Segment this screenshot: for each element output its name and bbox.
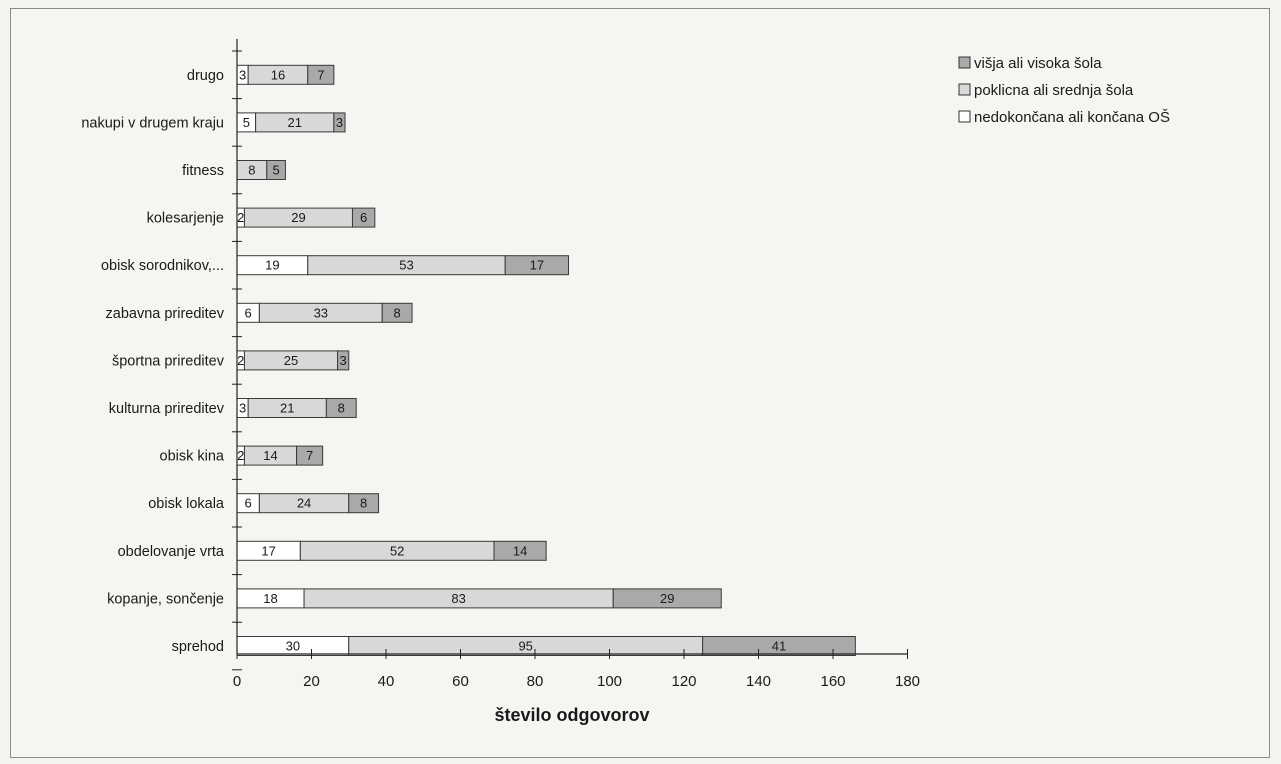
x-tick-label: 40 bbox=[378, 673, 395, 690]
data-label-zabavna-prireditev-nedokoncana-ali-koncana-os: 6 bbox=[245, 305, 252, 320]
data-label-obisk-lokala-nedokoncana-ali-koncana-os: 6 bbox=[245, 496, 252, 511]
data-label-kopanje-soncenje-visja-ali-visoka-sola: 29 bbox=[660, 591, 674, 606]
data-label-zabavna-prireditev-visja-ali-visoka-sola: 8 bbox=[394, 305, 401, 320]
data-label-kolesarjenje-nedokoncana-ali-koncana-os: 2 bbox=[237, 210, 244, 225]
bar-kulturna-prireditev-visja-ali-visoka-sola bbox=[325, 398, 357, 418]
data-label-obisk-lokala-poklicna-ali-srednja-sola: 24 bbox=[297, 496, 311, 511]
category-label-kulturna-prireditev: kulturna prireditev bbox=[109, 401, 225, 417]
data-label-drugo-visja-ali-visoka-sola: 7 bbox=[317, 67, 324, 82]
data-label-fitness-visja-ali-visoka-sola: 5 bbox=[272, 163, 279, 178]
category-label-kolesarjenje: kolesarjenje bbox=[147, 211, 224, 227]
data-label-kopanje-soncenje-nedokoncana-ali-koncana-os: 18 bbox=[263, 591, 277, 606]
data-label-sportna-prireditev-poklicna-ali-srednja-sola: 25 bbox=[284, 353, 298, 368]
x-tick-label: 180 bbox=[895, 673, 920, 690]
data-label-fitness-poklicna-ali-srednja-sola: 8 bbox=[248, 163, 255, 178]
data-label-sportna-prireditev-nedokoncana-ali-koncana-os: 2 bbox=[237, 353, 244, 368]
x-tick-label: 100 bbox=[597, 673, 622, 690]
data-label-drugo-poklicna-ali-srednja-sola: 16 bbox=[271, 67, 285, 82]
data-label-obisk-kina-nedokoncana-ali-koncana-os: 2 bbox=[237, 448, 244, 463]
data-label-obisk-kina-visja-ali-visoka-sola: 7 bbox=[306, 448, 313, 463]
bars-layer bbox=[236, 64, 856, 656]
legend-label-poklicna-ali-srednja-sola: poklicna ali srednja šola bbox=[974, 82, 1134, 99]
data-label-obisk-sorodnikov-nedokoncana-ali-koncana-os: 19 bbox=[265, 258, 279, 273]
bar-obdelovanje-vrta-visja-ali-visoka-sola bbox=[493, 540, 547, 561]
x-tick-label: 80 bbox=[527, 673, 544, 690]
labels-layer: 3 16 7 drugo 5 21 3 nakupi v drugem kraju 8 5 fitn… bbox=[81, 67, 920, 690]
x-tick-label: 20 bbox=[303, 673, 320, 690]
x-tick-label: 140 bbox=[746, 673, 771, 690]
category-label-sportna-prireditev: športna prireditev bbox=[112, 353, 225, 369]
axis-layer bbox=[232, 39, 908, 671]
bar-sportna-prireditev-visja-ali-visoka-sola bbox=[337, 350, 350, 371]
data-label-kopanje-soncenje-poklicna-ali-srednja-sola: 83 bbox=[451, 591, 465, 606]
category-label-sprehod: sprehod bbox=[172, 639, 224, 655]
legend-swatch-poklicna-ali-srednja-sola bbox=[958, 83, 971, 96]
data-label-obdelovanje-vrta-poklicna-ali-srednja-sola: 52 bbox=[390, 543, 404, 558]
category-label-zabavna-prireditev: zabavna prireditev bbox=[106, 306, 225, 322]
category-label-kopanje-soncenje: kopanje, sončenje bbox=[107, 591, 224, 607]
data-label-sprehod-nedokoncana-ali-koncana-os: 30 bbox=[286, 639, 300, 654]
stacked-bar-chart: 3 16 7 drugo 5 21 3 nakupi v drugem kraju 8 5 fitn… bbox=[81, 39, 1170, 725]
data-label-sportna-prireditev-visja-ali-visoka-sola: 3 bbox=[340, 353, 347, 368]
data-label-obisk-sorodnikov-visja-ali-visoka-sola: 17 bbox=[530, 258, 544, 273]
category-label-fitness: fitness bbox=[182, 163, 224, 179]
x-tick-label: 0 bbox=[233, 673, 241, 690]
category-label-obisk-kina: obisk kina bbox=[160, 449, 225, 465]
data-label-sprehod-visja-ali-visoka-sola: 41 bbox=[772, 639, 786, 654]
bar-sprehod-visja-ali-visoka-sola bbox=[702, 636, 856, 656]
data-label-sprehod-poklicna-ali-srednja-sola: 95 bbox=[518, 639, 532, 654]
data-label-obisk-lokala-visja-ali-visoka-sola: 8 bbox=[360, 496, 367, 511]
data-label-kolesarjenje-poklicna-ali-srednja-sola: 29 bbox=[291, 210, 305, 225]
bar-drugo-visja-ali-visoka-sola bbox=[307, 64, 335, 85]
category-label-obisk-sorodnikov: obisk sorodnikov,... bbox=[101, 258, 224, 274]
data-label-nakupi-v-drugem-kraju-nedokoncana-ali-koncana-os: 5 bbox=[243, 115, 250, 130]
data-label-kulturna-prireditev-poklicna-ali-srednja-sola: 21 bbox=[280, 401, 294, 416]
data-label-nakupi-v-drugem-kraju-visja-ali-visoka-sola: 3 bbox=[336, 115, 343, 130]
legend: višja ali visoka šola poklicna ali srednj… bbox=[958, 55, 1170, 126]
category-label-nakupi-v-drugem-kraju: nakupi v drugem kraju bbox=[81, 115, 224, 131]
x-tick-label: 160 bbox=[820, 673, 845, 690]
data-label-obisk-sorodnikov-poklicna-ali-srednja-sola: 53 bbox=[399, 258, 413, 273]
category-label-obdelovanje-vrta: obdelovanje vrta bbox=[118, 544, 225, 560]
data-label-kulturna-prireditev-nedokoncana-ali-koncana-os: 3 bbox=[239, 401, 246, 416]
data-label-nakupi-v-drugem-kraju-poklicna-ali-srednja-sola: 21 bbox=[288, 115, 302, 130]
bar-obisk-kina-visja-ali-visoka-sola bbox=[296, 445, 324, 466]
category-label-drugo: drugo bbox=[187, 68, 224, 84]
data-label-kulturna-prireditev-visja-ali-visoka-sola: 8 bbox=[338, 401, 345, 416]
legend-label-nedokoncana-ali-koncana-os: nedokončana ali končana OŠ bbox=[974, 109, 1170, 126]
data-label-zabavna-prireditev-poklicna-ali-srednja-sola: 33 bbox=[314, 305, 328, 320]
legend-label-visja-ali-visoka-sola: višja ali visoka šola bbox=[974, 55, 1102, 72]
chart-frame: 3 16 7 drugo 5 21 3 nakupi v drugem kraju 8 5 fitn… bbox=[10, 8, 1270, 758]
x-tick-label: 60 bbox=[452, 673, 469, 690]
legend-swatch-visja-ali-visoka-sola bbox=[958, 56, 971, 69]
data-label-drugo-nedokoncana-ali-koncana-os: 3 bbox=[239, 67, 246, 82]
bar-fitness-visja-ali-visoka-sola bbox=[266, 160, 286, 180]
data-label-obdelovanje-vrta-nedokoncana-ali-koncana-os: 17 bbox=[261, 543, 275, 558]
data-label-obisk-kina-poklicna-ali-srednja-sola: 14 bbox=[263, 448, 277, 463]
x-tick-label: 120 bbox=[671, 673, 696, 690]
bar-obisk-sorodnikov-visja-ali-visoka-sola bbox=[504, 255, 570, 276]
bar-zabavna-prireditev-visja-ali-visoka-sola bbox=[381, 302, 413, 323]
data-label-obdelovanje-vrta-visja-ali-visoka-sola: 14 bbox=[513, 543, 527, 558]
bar-nakupi-v-drugem-kraju-visja-ali-visoka-sola bbox=[333, 112, 346, 133]
bar-kolesarjenje-visja-ali-visoka-sola bbox=[351, 207, 376, 228]
bar-obisk-lokala-visja-ali-visoka-sola bbox=[348, 493, 380, 514]
category-label-obisk-lokala: obisk lokala bbox=[148, 496, 225, 512]
data-label-kolesarjenje-visja-ali-visoka-sola: 6 bbox=[360, 210, 367, 225]
x-axis-title: število odgovorov bbox=[494, 705, 649, 725]
bar-kopanje-soncenje-visja-ali-visoka-sola bbox=[612, 588, 722, 609]
legend-swatch-nedokoncana-ali-koncana-os bbox=[958, 110, 971, 123]
